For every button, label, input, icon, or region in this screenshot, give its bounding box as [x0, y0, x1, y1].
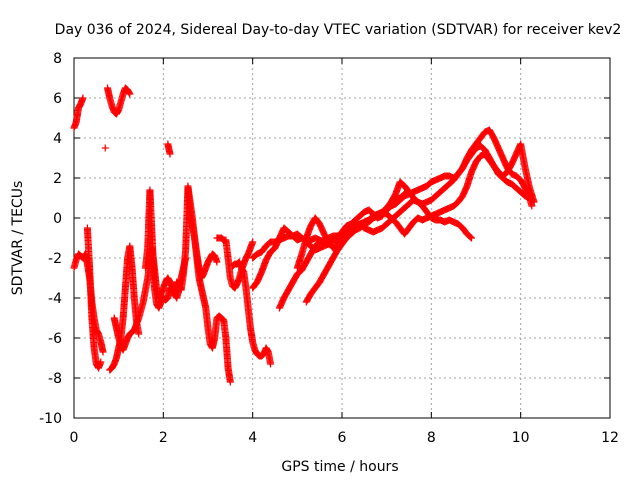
data-point — [467, 233, 475, 241]
y-tick-label: -2 — [48, 251, 62, 267]
series-arc-k — [213, 234, 257, 292]
x-tick-label: 12 — [601, 430, 619, 446]
y-tick-label: 2 — [53, 171, 62, 187]
series-arc-c — [83, 224, 105, 372]
x-tick-label: 4 — [248, 430, 257, 446]
data-point — [135, 330, 143, 338]
series-arc-i — [164, 140, 174, 158]
series-arc-q — [302, 188, 413, 306]
data-point — [405, 188, 413, 196]
series-arc-b — [70, 94, 87, 132]
x-axis-tick-labels: 0 2 4 6 8 10 12 — [70, 430, 619, 446]
x-tick-label: 0 — [70, 430, 79, 446]
data-point — [126, 90, 134, 98]
data-point — [79, 94, 87, 102]
data-point — [249, 238, 257, 246]
y-tick-label: -6 — [48, 331, 62, 347]
data-point — [528, 202, 536, 210]
data-series — [70, 84, 538, 386]
y-tick-label: -10 — [39, 411, 62, 427]
data-point — [99, 348, 107, 356]
data-point — [166, 150, 174, 158]
data-point — [267, 360, 275, 368]
y-axis-label: SDTVAR / TECUs — [10, 181, 26, 296]
series-arc-l — [229, 258, 275, 368]
y-tick-label: 6 — [53, 91, 62, 107]
data-point — [101, 144, 109, 152]
series-arc-j — [184, 182, 234, 386]
y-tick-label: 4 — [53, 131, 62, 147]
data-point — [530, 198, 538, 206]
x-tick-label: 6 — [338, 430, 347, 446]
chart-title: Day 036 of 2024, Sidereal Day-to-day VTE… — [55, 22, 622, 38]
x-tick-label: 2 — [159, 430, 168, 446]
plot-frame — [73, 57, 611, 419]
data-point — [226, 378, 234, 386]
y-tick-label: -4 — [48, 291, 62, 307]
y-tick-label: 8 — [53, 51, 62, 67]
series-arc-d — [104, 84, 134, 118]
data-point — [468, 234, 476, 242]
data-point — [97, 358, 105, 366]
y-axis-tick-labels: -10 -8 -6 -4 -2 0 2 4 6 8 — [39, 51, 62, 427]
x-tick-label: 8 — [427, 430, 436, 446]
y-tick-label: 0 — [53, 211, 62, 227]
x-axis-label: GPS time / hours — [281, 459, 398, 475]
x-tick-label: 10 — [512, 430, 530, 446]
data-point — [213, 258, 221, 266]
series-arc-e — [101, 144, 109, 152]
y-tick-label: -8 — [48, 371, 62, 387]
